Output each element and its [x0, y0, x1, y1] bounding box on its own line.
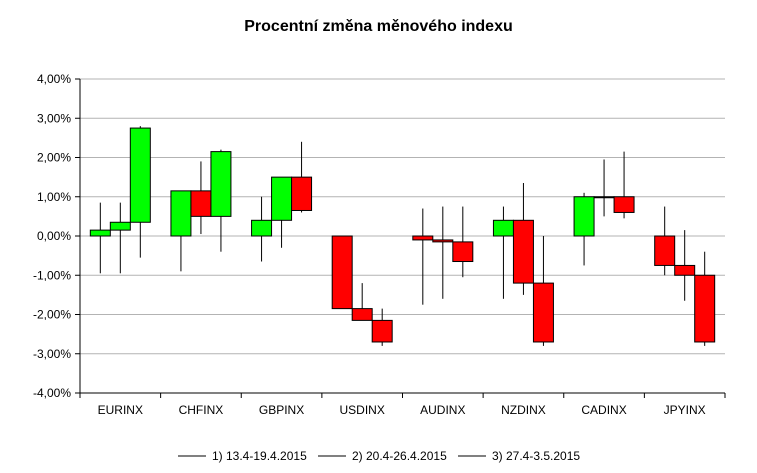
y-tick-label: 1,00% [37, 190, 71, 204]
legend-label: 2) 20.4-26.4.2015 [352, 449, 447, 463]
x-tick-label: GBPINX [259, 403, 304, 417]
y-tick-label: -4,00% [33, 386, 71, 400]
x-tick-label: USDINX [340, 403, 385, 417]
candle-body [271, 176, 293, 221]
y-tick-label: 2,00% [37, 151, 71, 165]
y-tick-label: -2,00% [33, 308, 71, 322]
candle-body [532, 282, 554, 343]
y-tick-label: 4,00% [37, 72, 71, 86]
y-tick-label: -3,00% [33, 347, 71, 361]
candle-body [109, 221, 131, 231]
candle-body [412, 235, 434, 241]
candle-body [291, 176, 313, 211]
candle-body [251, 219, 273, 237]
candle-body [593, 196, 615, 199]
legend-label: 1) 13.4-19.4.2015 [212, 449, 307, 463]
y-tick-label: -1,00% [33, 268, 71, 282]
y-tick-label: 3,00% [37, 111, 71, 125]
candle-body [512, 219, 534, 284]
candle-body [89, 229, 111, 237]
candle-body [694, 274, 716, 343]
candle-body [210, 151, 232, 217]
x-tick-label: JPYINX [664, 403, 706, 417]
candle-body [371, 319, 393, 343]
candle-body [129, 127, 151, 223]
candle-body [170, 190, 192, 237]
candle-body [452, 241, 474, 263]
x-tick-label: CHFINX [179, 403, 224, 417]
candle-body [432, 239, 454, 243]
candle-body [492, 219, 514, 237]
candle-body [190, 190, 212, 217]
legend-label: 3) 27.4-3.5.2015 [492, 449, 580, 463]
candle-body [674, 264, 696, 276]
candle-body [613, 196, 635, 213]
candle-body [573, 196, 595, 237]
x-tick-label: NZDINX [501, 403, 546, 417]
x-tick-label: AUDINX [420, 403, 465, 417]
chart-title: Procentní změna měnového indexu [244, 18, 513, 35]
y-tick-label: 0,00% [37, 229, 71, 243]
x-tick-label: EURINX [98, 403, 143, 417]
x-tick-label: CADINX [581, 403, 626, 417]
candle-body [351, 308, 373, 321]
candle-body [654, 235, 676, 266]
candle-body [331, 235, 353, 310]
